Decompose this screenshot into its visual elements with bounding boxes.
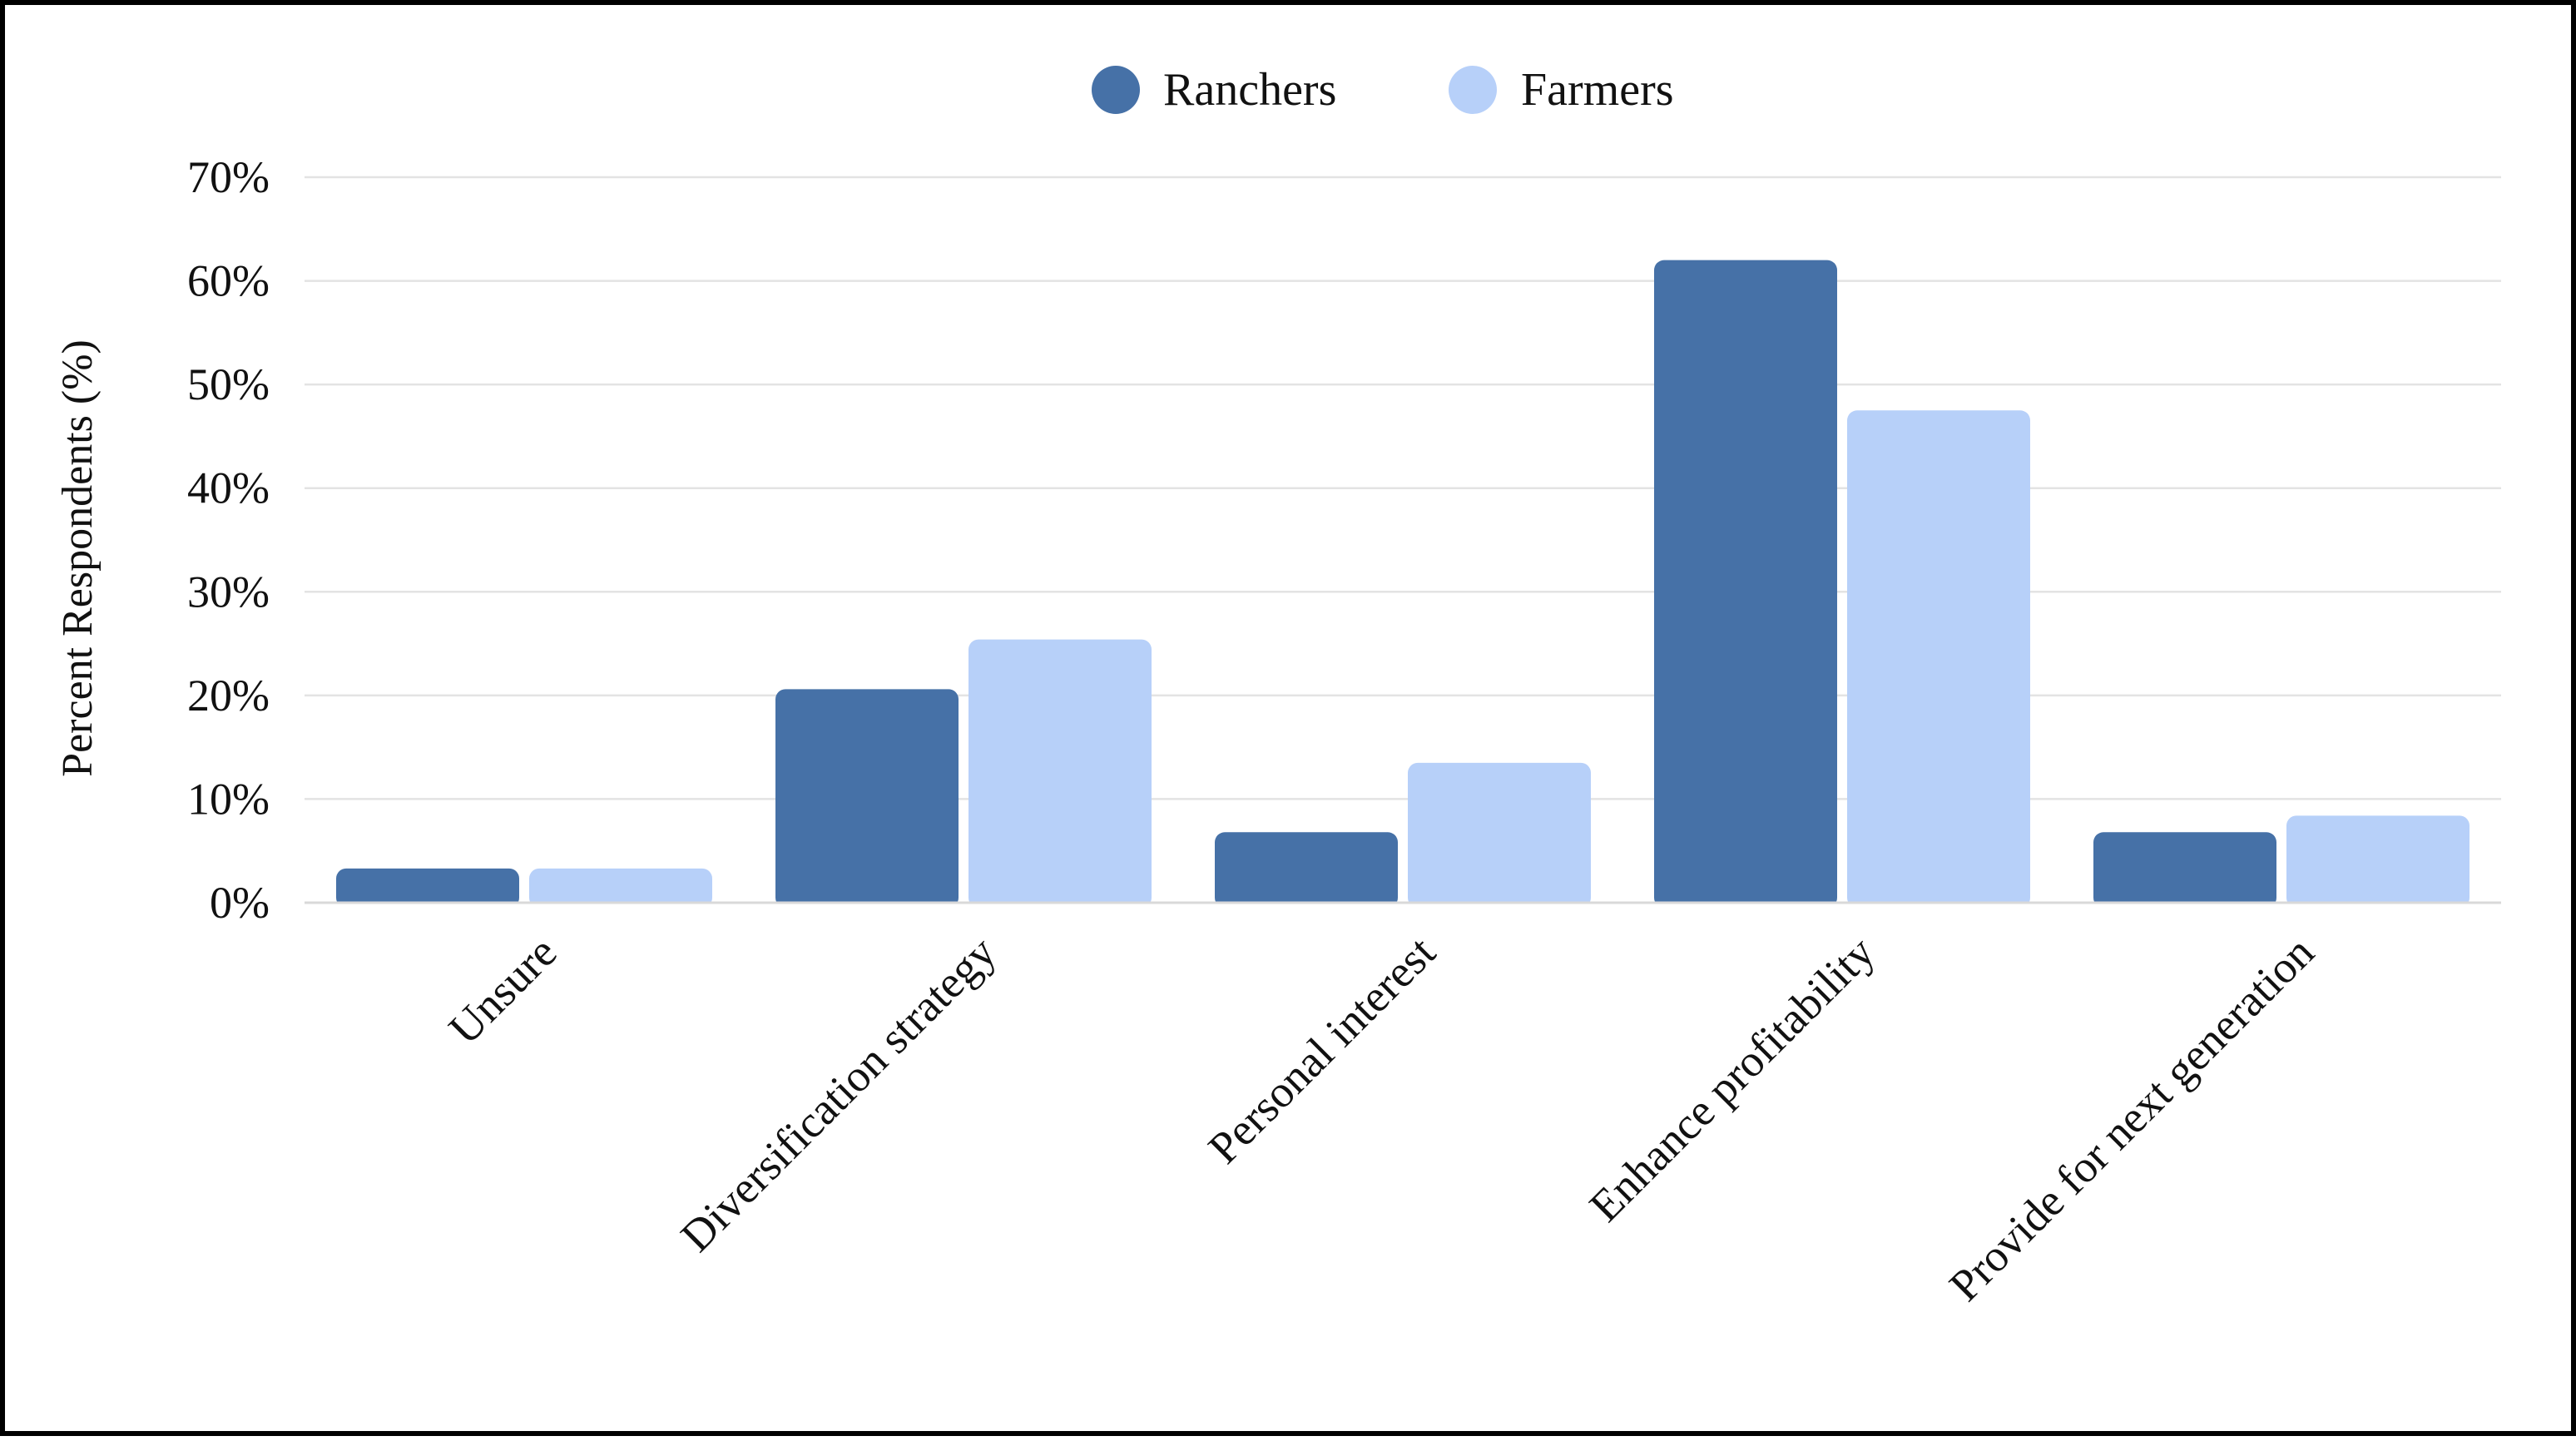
y-tick-label: 40%: [187, 463, 270, 513]
bar-farmers: [2286, 815, 2469, 908]
y-tick-label: 0%: [210, 878, 270, 928]
x-axis-ticks: Unsure Diversification strategy Personal i…: [439, 927, 2324, 1310]
y-tick-label: 30%: [187, 567, 270, 617]
bar-ranchers: [2093, 832, 2276, 908]
gridlines: [305, 176, 2501, 800]
legend-swatch-farmers: [1449, 66, 1497, 114]
legend-label-ranchers: Ranchers: [1163, 64, 1336, 116]
bar-chart: 0% 10% 20% 30% 40% 50% 60% 70% Percent Responde…: [54, 64, 2509, 1310]
bar-ranchers: [1654, 260, 1837, 909]
legend-swatch-ranchers: [1092, 66, 1140, 114]
legend: Ranchers Farmers: [1092, 64, 1674, 116]
bar-ranchers: [1215, 832, 1398, 908]
x-tick-label: Unsure: [439, 927, 567, 1054]
bar-farmers: [968, 639, 1152, 908]
legend-label-farmers: Farmers: [1521, 64, 1674, 116]
y-axis-ticks: 0% 10% 20% 30% 40% 50% 60% 70%: [187, 152, 270, 928]
y-axis-label: Percent Respondents (%): [54, 339, 102, 777]
bars: [296, 260, 2509, 911]
y-tick-label: 50%: [187, 359, 270, 409]
x-tick-label: Diversification strategy: [671, 927, 1006, 1261]
bar-base-mask: [296, 903, 2509, 911]
x-tick-label: Enhance profitability: [1580, 927, 1885, 1231]
bar-farmers: [1408, 762, 1591, 908]
x-tick-label: Provide for next generation: [1939, 927, 2323, 1310]
x-tick-label: Personal interest: [1199, 927, 1445, 1173]
y-tick-label: 20%: [187, 671, 270, 720]
bar-farmers: [1847, 410, 2030, 908]
y-tick-label: 70%: [187, 152, 270, 202]
bar-ranchers: [336, 868, 519, 908]
y-tick-label: 10%: [187, 774, 270, 824]
y-tick-label: 60%: [187, 256, 270, 306]
bar-farmers: [529, 868, 712, 908]
bar-ranchers: [775, 689, 959, 908]
